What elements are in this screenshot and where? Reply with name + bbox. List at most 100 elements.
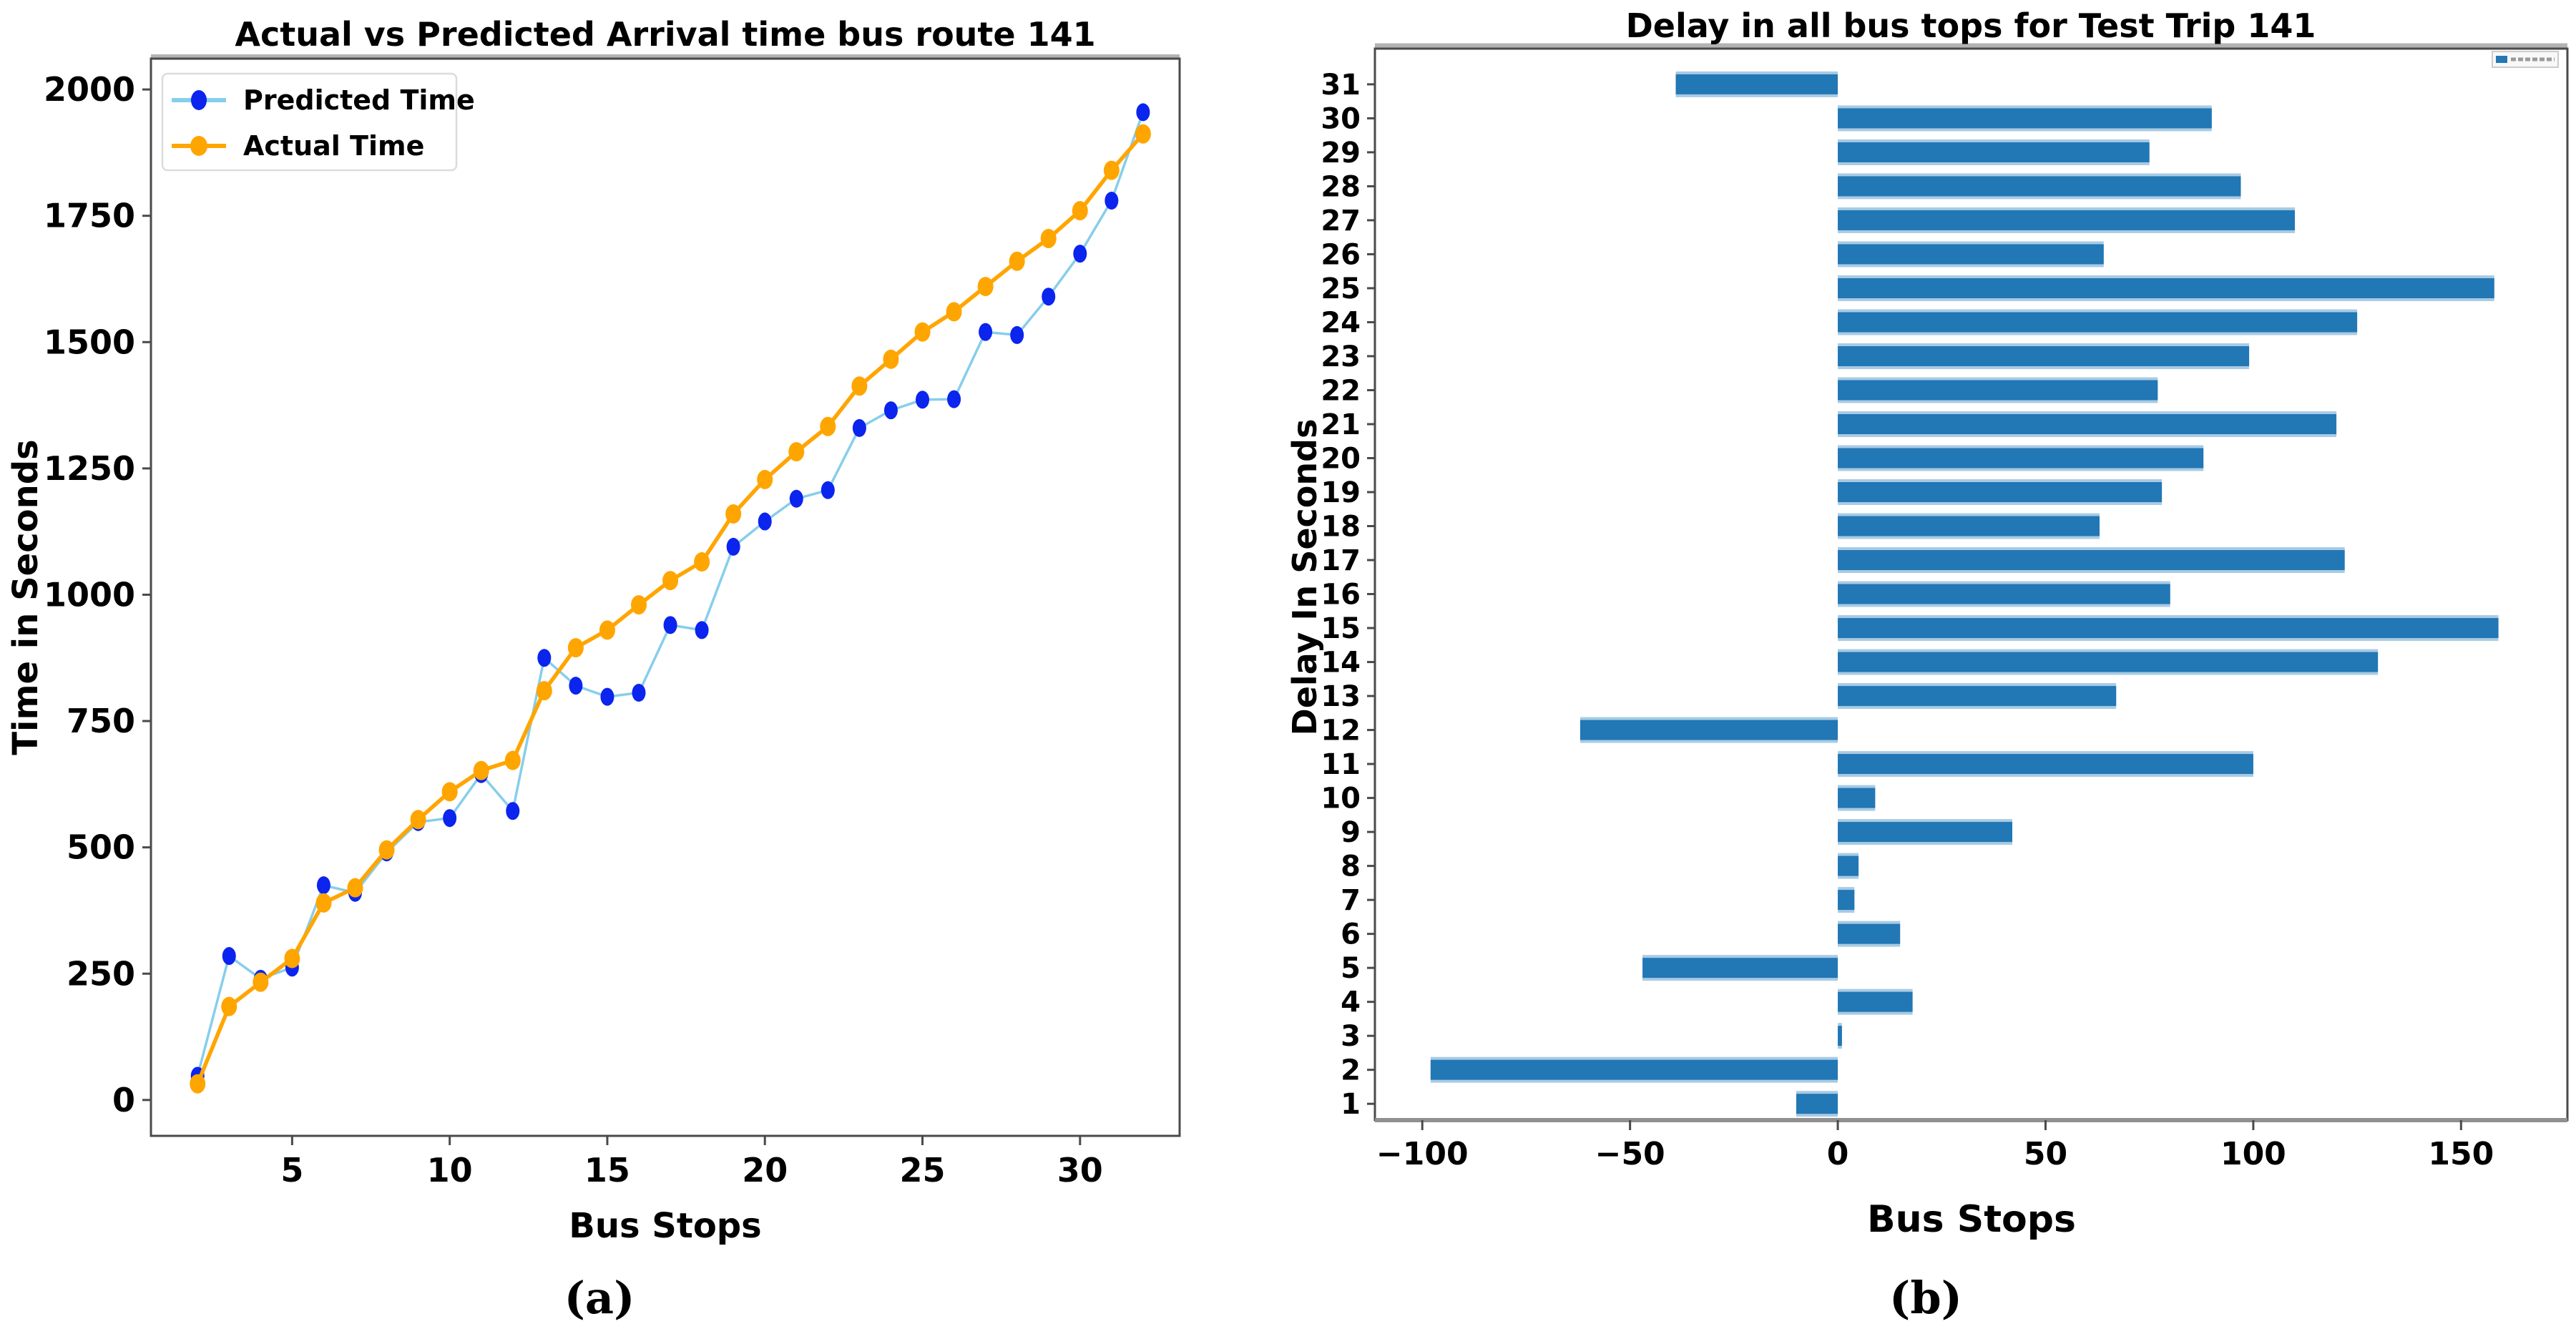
predicted-time-point <box>1042 288 1056 306</box>
y-tick-label: 18 <box>1321 511 1361 544</box>
actual-time-point <box>441 782 458 802</box>
mini-legend-swatch-icon <box>2496 56 2507 63</box>
legend: Predicted Time Actual Time <box>161 72 475 172</box>
legend-label-actual: Actual Time <box>243 130 424 162</box>
y-tick-label: 1250 <box>44 449 135 488</box>
y-tick-label: 5 <box>1341 952 1361 985</box>
y-tick-label: 22 <box>1321 374 1361 407</box>
predicted-time-point <box>222 947 236 966</box>
predicted-time-point <box>1136 103 1150 122</box>
predicted-time-point <box>443 809 457 828</box>
delay-bar <box>1838 923 1901 944</box>
predicted-time-point <box>726 537 740 556</box>
actual-time-point <box>190 1074 206 1094</box>
legend-predicted-marker-icon <box>191 90 207 110</box>
y-tick-label: 25 <box>1321 273 1361 305</box>
actual-time-point <box>567 638 584 658</box>
x-tick-label: 15 <box>584 1151 630 1190</box>
y-tick-label: 3 <box>1341 1020 1361 1053</box>
delay-bar <box>1580 720 1838 740</box>
plot-frame <box>150 57 1181 1137</box>
predicted-time-point <box>947 390 961 408</box>
y-tick-label: 2 <box>1341 1054 1361 1087</box>
x-tick-label: 100 <box>2220 1136 2286 1172</box>
delay-bar <box>1838 176 2241 197</box>
predicted-time-point <box>852 418 866 437</box>
delay-bar <box>1838 686 2117 707</box>
predicted-time-point <box>316 876 330 895</box>
predicted-time-point <box>663 616 677 634</box>
delay-bar <box>1838 244 2104 265</box>
delay-bar <box>1838 312 2358 333</box>
predicted-time-point <box>1105 191 1119 210</box>
predicted-time-line <box>196 112 1145 1076</box>
actual-time-line <box>195 132 1145 1085</box>
y-tick-label: 20 <box>1321 442 1361 475</box>
y-tick-label: 29 <box>1321 137 1361 170</box>
y-tick-label: 9 <box>1341 816 1361 849</box>
y-axis-label: Time in Seconds <box>6 439 46 755</box>
mini-legend <box>2492 51 2559 68</box>
actual-time-point <box>1103 160 1120 180</box>
x-tick-label: 10 <box>427 1151 473 1190</box>
actual-time-point <box>630 595 647 615</box>
delay-bar <box>1838 1026 1842 1046</box>
y-tick-label: 26 <box>1321 238 1361 271</box>
delay-bar <box>1838 822 2013 843</box>
predicted-time-point <box>506 802 520 820</box>
y-tick-label: 28 <box>1321 170 1361 203</box>
delay-bar <box>1838 991 1913 1012</box>
actual-time-point <box>284 948 300 968</box>
actual-time-point <box>504 750 521 770</box>
actual-time-point <box>1135 124 1151 144</box>
subfigure-caption-b: (b) <box>1889 1272 1963 1324</box>
y-tick-label: 14 <box>1321 647 1361 680</box>
predicted-time-point <box>1010 325 1024 344</box>
actual-time-point <box>1040 228 1057 248</box>
y-tick-label: 16 <box>1321 579 1361 612</box>
delay-bar <box>1838 448 2204 469</box>
actual-time-point <box>725 504 742 524</box>
x-tick-label: −100 <box>1376 1136 1469 1172</box>
actual-time-point <box>253 972 269 992</box>
x-tick-label: 25 <box>899 1151 945 1190</box>
y-tick-label: 23 <box>1321 340 1361 373</box>
bar-chart-delays: 1234567891011121314151617181920212223242… <box>1288 6 2569 1241</box>
y-tick-label: 21 <box>1321 408 1361 441</box>
y-tick-label: 15 <box>1321 612 1361 645</box>
actual-time-point <box>347 878 363 898</box>
y-tick-label: 12 <box>1321 715 1361 747</box>
y-tick-label: 10 <box>1321 783 1361 815</box>
delay-bar <box>1838 210 2295 230</box>
actual-time-point <box>410 810 426 830</box>
y-axis-ticks: 1234567891011121314151617181920212223242… <box>1321 69 1375 1121</box>
y-tick-label: 17 <box>1321 544 1361 577</box>
y-tick-label: 6 <box>1341 918 1361 951</box>
predicted-time-point <box>916 391 929 409</box>
actual-time-point <box>914 322 931 342</box>
predicted-time-point <box>695 621 709 639</box>
actual-time-point <box>473 760 489 780</box>
x-axis-ticks: −100 −50 0 50 100 150 <box>1376 1120 2494 1172</box>
y-tick-label: 2000 <box>44 70 135 109</box>
y-tick-label: 500 <box>67 828 135 867</box>
y-tick-label: 24 <box>1321 306 1361 339</box>
chart-title: Delay in all bus tops for Test Trip 141 <box>1626 6 2316 45</box>
x-tick-label: −50 <box>1595 1136 1665 1172</box>
actual-time-point <box>599 620 615 640</box>
predicted-time-point <box>758 512 772 531</box>
x-tick-label: 5 <box>280 1151 303 1190</box>
delay-bar <box>1838 618 2499 639</box>
x-tick-label: 30 <box>1057 1151 1103 1190</box>
actual-time-point <box>662 571 679 591</box>
predicted-time-point <box>632 684 646 702</box>
delay-bar <box>1838 550 2345 571</box>
legend-actual-marker-icon <box>190 136 207 156</box>
actual-time-point <box>1072 201 1088 221</box>
y-tick-label: 1 <box>1341 1088 1361 1121</box>
predicted-time-point <box>600 687 614 706</box>
actual-time-point <box>883 349 899 369</box>
predicted-time-point <box>979 323 993 341</box>
actual-time-point <box>977 277 994 297</box>
predicted-time-point <box>883 401 898 420</box>
